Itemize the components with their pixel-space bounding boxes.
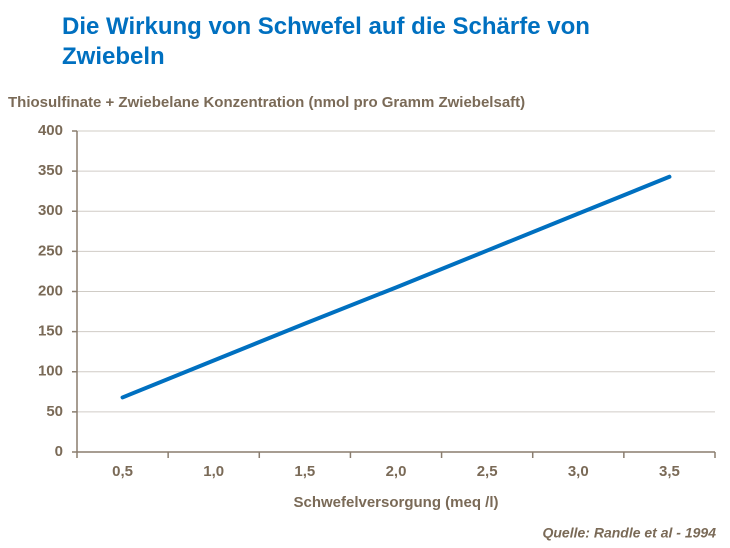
y-tick-label: 150	[38, 323, 63, 340]
x-tick-label: 0,5	[112, 463, 133, 480]
y-tick-label: 350	[38, 162, 63, 179]
x-tick-label: 1,5	[294, 463, 315, 480]
y-tick-label: 100	[38, 363, 63, 380]
y-tick-label: 50	[46, 403, 63, 420]
y-tick-label: 0	[55, 443, 63, 460]
x-tick-label: 3,5	[659, 463, 680, 480]
x-tick-label: 2,0	[386, 463, 407, 480]
x-tick-label: 3,0	[568, 463, 589, 480]
x-axis-label: Schwefelversorgung (meq /l)	[293, 494, 498, 511]
y-tick-label: 300	[38, 202, 63, 219]
x-tick-label: 1,0	[203, 463, 224, 480]
y-tick-label: 250	[38, 242, 63, 259]
y-axis-label: Thiosulfinate + Zwiebelane Konzentration…	[8, 94, 525, 111]
chart-title: Die Wirkung von Schwefel auf die Schärfe…	[62, 13, 590, 70]
y-tick-label: 400	[38, 122, 63, 139]
y-tick-label: 200	[38, 282, 63, 299]
x-tick-label: 2,5	[477, 463, 498, 480]
data-line	[120, 174, 672, 400]
source: Quelle: Randle et al - 1994	[542, 525, 716, 541]
